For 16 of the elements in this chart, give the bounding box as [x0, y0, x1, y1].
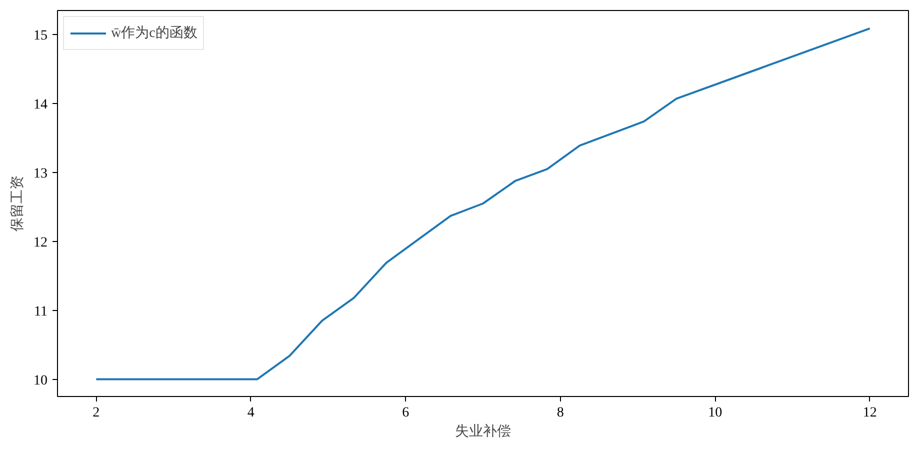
y-tick-label: 14 [34, 98, 48, 113]
x-tick-label: 8 [556, 406, 564, 420]
y-tick-label: 10 [34, 373, 48, 388]
y-tick-label: 12 [34, 235, 48, 250]
x-tick-label: 4 [247, 406, 254, 420]
y-tick-label: 11 [34, 304, 48, 320]
x-axis-title: 失业补偿 [455, 424, 511, 440]
y-tick-label: 13 [34, 166, 48, 182]
x-tick-label: 10 [708, 406, 722, 420]
x-tick-label: 6 [402, 406, 410, 420]
line-series [95, 27, 871, 380]
y-tick-label: 15 [34, 28, 48, 44]
legend-label: w̄作为c的函数 [111, 24, 198, 42]
x-tick-label: 2 [92, 406, 100, 420]
y-axis-title: 保留工资 [10, 176, 26, 232]
x-tick-label: 12 [862, 406, 877, 420]
